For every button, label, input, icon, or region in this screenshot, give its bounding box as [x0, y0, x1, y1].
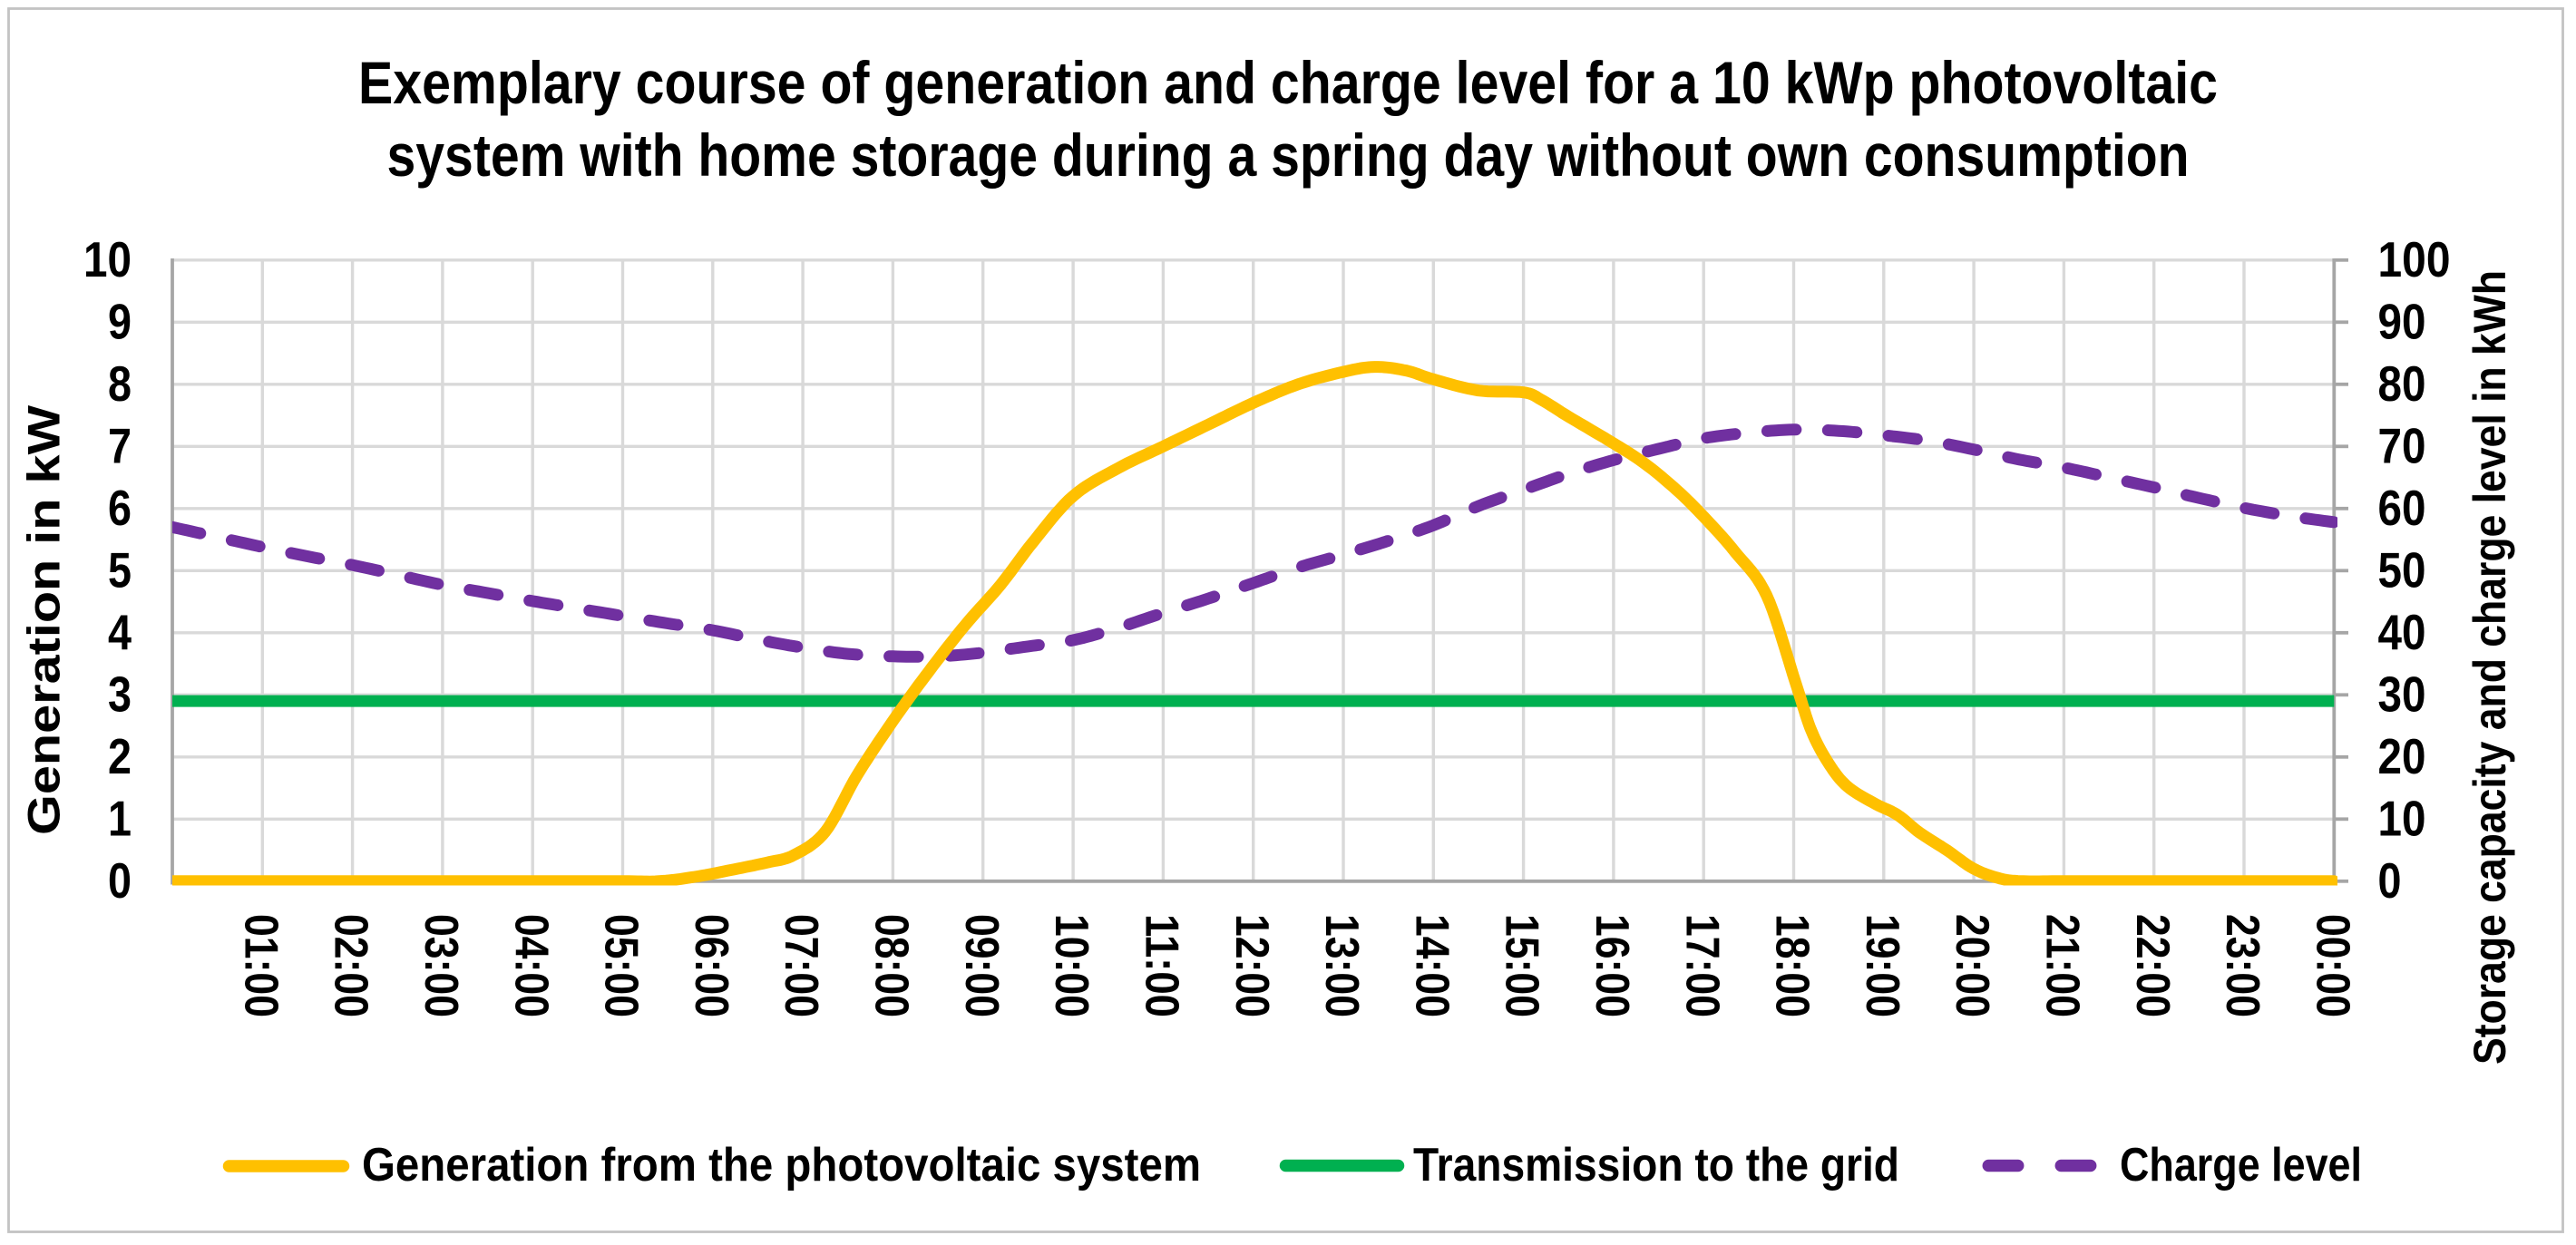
svg-text:09:00: 09:00 — [955, 914, 1008, 1017]
svg-text:Charge level: Charge level — [2120, 1139, 2362, 1192]
svg-text:10:00: 10:00 — [1045, 914, 1098, 1017]
svg-text:2: 2 — [108, 728, 132, 784]
svg-text:17:00: 17:00 — [1675, 914, 1728, 1017]
svg-text:70: 70 — [2378, 418, 2426, 474]
svg-text:05:00: 05:00 — [595, 914, 648, 1017]
svg-text:60: 60 — [2378, 480, 2426, 536]
svg-text:21:00: 21:00 — [2036, 914, 2089, 1017]
svg-text:18:00: 18:00 — [1766, 914, 1819, 1017]
svg-text:19:00: 19:00 — [1856, 914, 1908, 1017]
svg-text:06:00: 06:00 — [685, 914, 737, 1017]
svg-text:90: 90 — [2378, 294, 2426, 350]
svg-text:9: 9 — [108, 294, 132, 350]
svg-text:10: 10 — [2378, 791, 2426, 847]
svg-text:100: 100 — [2378, 231, 2451, 287]
svg-text:0: 0 — [108, 852, 132, 909]
svg-text:16:00: 16:00 — [1586, 914, 1638, 1017]
svg-text:Transmission to the grid: Transmission to the grid — [1413, 1139, 1899, 1192]
svg-text:30: 30 — [2378, 666, 2426, 723]
svg-text:15:00: 15:00 — [1496, 914, 1548, 1017]
svg-text:6: 6 — [108, 480, 132, 536]
svg-text:13:00: 13:00 — [1315, 914, 1368, 1017]
svg-text:22:00: 22:00 — [2126, 914, 2179, 1017]
svg-text:20: 20 — [2378, 728, 2426, 784]
svg-text:Generation from the photovolta: Generation from the photovoltaic system — [362, 1139, 1201, 1192]
svg-text:23:00: 23:00 — [2216, 914, 2269, 1017]
svg-text:40: 40 — [2378, 604, 2426, 660]
svg-text:11:00: 11:00 — [1136, 914, 1188, 1017]
svg-text:Storage capacity and charge le: Storage capacity and charge level in kWh — [2464, 270, 2515, 1065]
svg-text:04:00: 04:00 — [504, 914, 557, 1017]
svg-text:7: 7 — [108, 418, 132, 474]
svg-text:3: 3 — [108, 666, 132, 723]
svg-text:08:00: 08:00 — [865, 914, 918, 1017]
svg-text:20:00: 20:00 — [1946, 914, 1998, 1017]
svg-text:80: 80 — [2378, 355, 2426, 412]
svg-text:4: 4 — [108, 604, 132, 660]
svg-text:Generation in kW: Generation in kW — [19, 404, 70, 835]
svg-text:Exemplary course of generation: Exemplary course of generation and charg… — [358, 49, 2218, 116]
svg-text:02:00: 02:00 — [325, 914, 377, 1017]
svg-text:14:00: 14:00 — [1405, 914, 1458, 1017]
svg-text:10: 10 — [83, 231, 132, 287]
svg-text:03:00: 03:00 — [415, 914, 467, 1017]
svg-text:0: 0 — [2378, 852, 2402, 909]
svg-text:system with home storage durin: system with home storage during a spring… — [387, 122, 2190, 189]
svg-text:00:00: 00:00 — [2306, 914, 2358, 1017]
svg-text:01:00: 01:00 — [234, 914, 287, 1017]
svg-text:5: 5 — [108, 542, 132, 598]
svg-text:8: 8 — [108, 355, 132, 412]
svg-text:07:00: 07:00 — [775, 914, 827, 1017]
svg-text:50: 50 — [2378, 542, 2426, 598]
svg-text:1: 1 — [108, 791, 132, 847]
svg-text:12:00: 12:00 — [1225, 914, 1278, 1017]
